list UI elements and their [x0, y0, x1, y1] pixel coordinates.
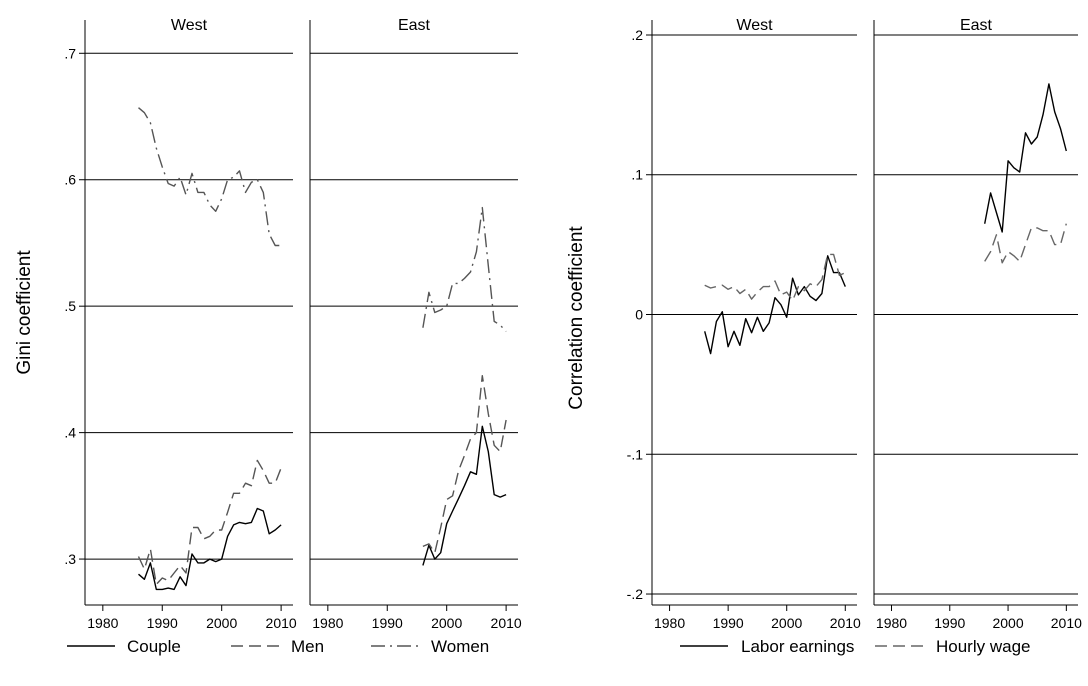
- y-tick-label: .5: [64, 298, 76, 314]
- x-tick-label: 2000: [992, 615, 1023, 631]
- x-tick-label: 1990: [713, 615, 744, 631]
- series-line-women: [422, 206, 507, 332]
- legend-item: Women: [371, 637, 489, 656]
- panel-title: West: [171, 17, 208, 34]
- y-axis-label: Correlation coefficient: [566, 226, 587, 410]
- x-tick-label: 2000: [431, 615, 462, 631]
- legend-label: Women: [431, 637, 489, 656]
- legend-label: Men: [291, 637, 324, 656]
- panel-west: West -.2 -.1 0 .1 .2 1980 1990 2000 2010: [627, 17, 861, 631]
- panel-west: West .3 .4 .5 .6 .7 1980 1990 2000 2010: [64, 17, 297, 631]
- y-axis-label: Gini coefficient: [14, 250, 35, 375]
- panel-title: West: [736, 17, 773, 34]
- y-tick-label: .1: [631, 167, 643, 183]
- x-tick-label: 2010: [1051, 615, 1082, 631]
- y-tick-label: -.1: [627, 446, 644, 462]
- series-line-labor-earnings: [704, 255, 846, 355]
- x-tick-label: 1990: [372, 615, 403, 631]
- x-tick-label: 1980: [87, 615, 118, 631]
- series-line-couple: [138, 507, 282, 591]
- legend-item: Hourly wage: [875, 637, 1031, 656]
- legend-item: Labor earnings: [680, 637, 854, 656]
- x-tick-label: 1980: [876, 615, 907, 631]
- x-tick-label: 1980: [654, 615, 685, 631]
- legend-label: Labor earnings: [741, 637, 854, 656]
- y-tick-label: .3: [64, 551, 76, 567]
- panel-east: East 1980 1990 2000 2010: [873, 17, 1082, 631]
- x-tick-label: 2000: [206, 615, 237, 631]
- x-tick-label: 2000: [771, 615, 802, 631]
- legend-label: Hourly wage: [936, 637, 1031, 656]
- series-line-hourly-wage: [704, 253, 846, 302]
- series-line-women: [138, 107, 282, 247]
- x-tick-label: 1980: [312, 615, 343, 631]
- x-tick-label: 2010: [266, 615, 297, 631]
- legend-item: Couple: [67, 637, 181, 656]
- series-line-men: [137, 459, 282, 586]
- y-tick-label: .6: [64, 172, 76, 188]
- legend-label: Couple: [127, 637, 181, 656]
- series-line-labor-earnings: [984, 83, 1067, 233]
- x-tick-label: 2010: [491, 615, 522, 631]
- panel-east: East 1980 1990 2000 2010: [309, 17, 522, 631]
- series-line-hourly-wage: [984, 223, 1067, 264]
- y-tick-label: -.2: [627, 586, 644, 602]
- legend: Couple Men Women: [67, 637, 489, 656]
- series-line-couple: [422, 425, 507, 566]
- x-tick-label: 1990: [934, 615, 965, 631]
- y-tick-label: 0: [635, 307, 643, 323]
- chart-2: Correlation coefficient West -.2 -.1 0 .1 .2 19…: [566, 17, 1082, 656]
- legend-item: Men: [231, 637, 324, 656]
- panel-title: East: [960, 17, 993, 34]
- panel-title: East: [398, 17, 431, 34]
- y-tick-label: .2: [631, 27, 643, 43]
- x-tick-label: 2010: [830, 615, 861, 631]
- x-tick-label: 1990: [147, 615, 178, 631]
- series-line-men: [422, 375, 507, 554]
- y-tick-label: .7: [64, 45, 76, 61]
- y-tick-label: .4: [64, 425, 76, 441]
- legend: Labor earnings Hourly wage: [680, 637, 1031, 656]
- chart-1: Gini coefficient West .3 .4 .5 .6 .7 1980 1990 20…: [14, 17, 522, 656]
